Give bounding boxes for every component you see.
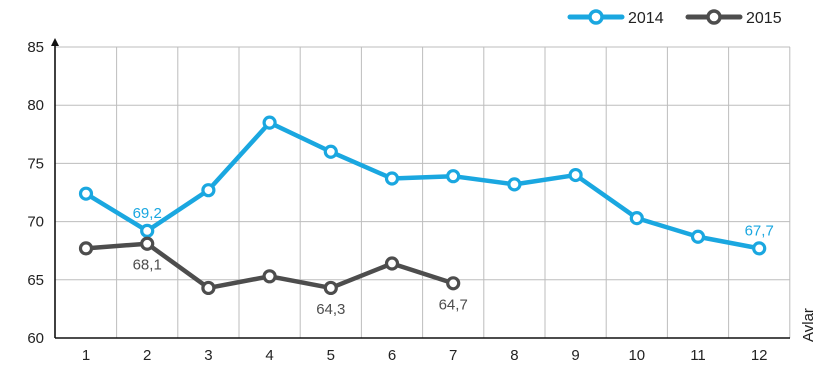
x-tick-label: 8 xyxy=(510,347,518,364)
y-axis-ticks: 60 65 70 75 80 85 xyxy=(27,39,44,347)
x-axis-label: Avlar xyxy=(800,308,817,342)
legend-label: 2015 xyxy=(746,10,782,27)
legend-label: 2014 xyxy=(628,10,664,27)
point-2015 xyxy=(201,280,216,296)
axes xyxy=(51,38,790,339)
point-2015 xyxy=(384,256,400,271)
point-2014 xyxy=(201,183,216,198)
y-tick-label: 80 xyxy=(27,97,44,114)
point-2014 xyxy=(140,223,155,239)
point-2014 xyxy=(690,229,706,244)
legend-marker xyxy=(706,9,722,25)
x-tick-label: 1 xyxy=(82,347,90,364)
x-tick-label: 11 xyxy=(690,347,706,364)
x-tick-label: 3 xyxy=(204,347,212,364)
point-2015 xyxy=(140,236,155,251)
y-tick-label: 60 xyxy=(27,330,44,347)
point-2014 xyxy=(568,167,583,183)
grid xyxy=(55,46,791,338)
legend: 2014 2015 xyxy=(567,9,782,27)
point-2014 xyxy=(446,169,461,184)
x-tick-label: 6 xyxy=(388,347,396,364)
data-labels: 69,2 67,7 68,1 64,3 64,7 xyxy=(133,205,774,318)
legend-marker xyxy=(588,9,604,25)
point-2015 xyxy=(323,280,338,296)
data-label: 64,7 xyxy=(439,296,468,313)
point-2015 xyxy=(78,241,94,256)
series-layer xyxy=(78,115,767,296)
series-line-2014 xyxy=(83,120,762,251)
point-2014 xyxy=(507,177,522,192)
point-2014 xyxy=(78,186,94,201)
point-2014 xyxy=(262,115,277,130)
y-tick-label: 70 xyxy=(27,214,44,231)
data-label: 67,7 xyxy=(745,222,774,239)
legend-item-2014: 2014 xyxy=(567,9,664,27)
y-tick-label: 65 xyxy=(27,272,44,289)
point-2014 xyxy=(629,211,644,226)
point-2014 xyxy=(384,171,400,186)
x-axis-ticks: 1 2 3 4 5 6 7 8 9 10 11 12 xyxy=(82,347,768,364)
y-tick-label: 85 xyxy=(27,39,44,56)
point-2014 xyxy=(323,144,338,159)
data-label: 69,2 xyxy=(133,205,162,222)
point-2014 xyxy=(752,241,767,256)
legend-item-2015: 2015 xyxy=(685,9,782,27)
x-tick-label: 5 xyxy=(327,347,335,364)
y-axis-arrow xyxy=(51,38,59,46)
point-2015 xyxy=(446,276,461,291)
data-label: 68,1 xyxy=(133,257,162,274)
x-tick-label: 10 xyxy=(628,347,645,364)
x-tick-label: 9 xyxy=(571,347,579,364)
point-2015 xyxy=(262,269,277,284)
x-tick-label: 2 xyxy=(143,347,151,364)
data-label: 64,3 xyxy=(316,301,345,318)
x-tick-label: 12 xyxy=(751,347,768,364)
x-tick-label: 7 xyxy=(449,347,457,364)
y-tick-label: 75 xyxy=(27,155,44,172)
x-tick-label: 4 xyxy=(265,347,273,364)
